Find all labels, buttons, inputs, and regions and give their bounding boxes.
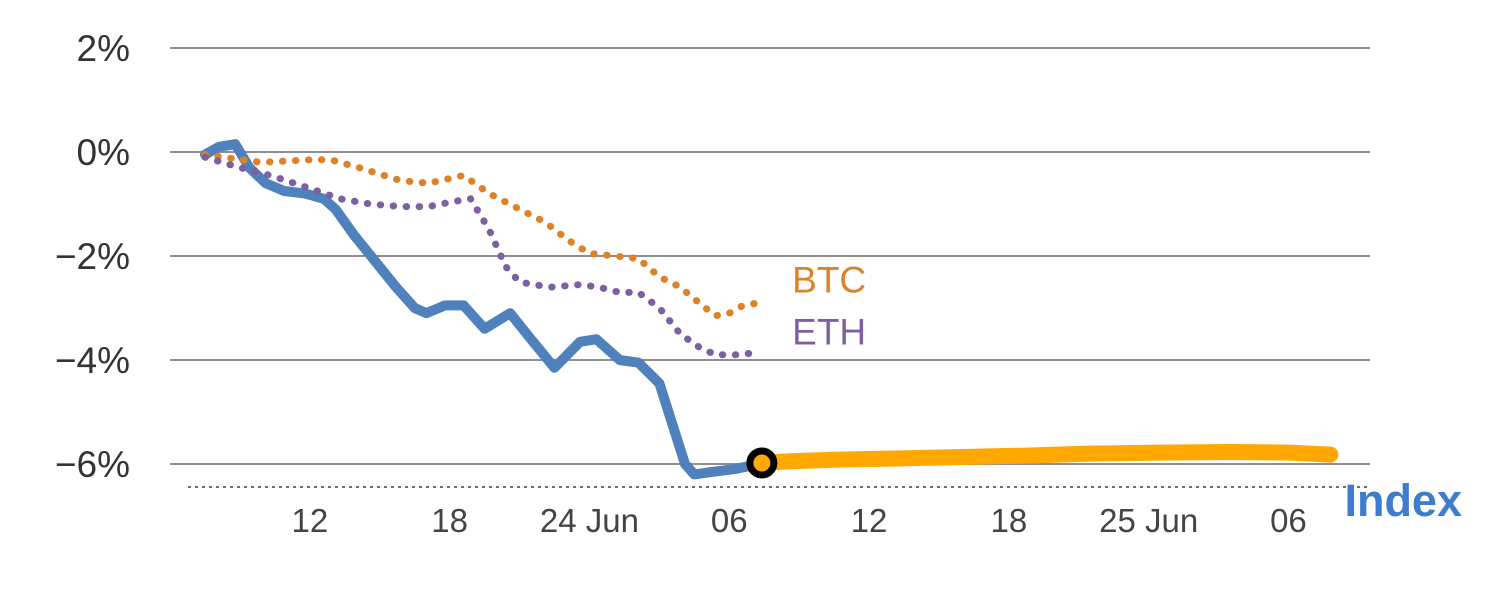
- y-tick-label: 2%: [77, 28, 130, 69]
- x-axis-title: Index: [1344, 475, 1462, 526]
- series-index: [200, 139, 765, 480]
- y-tick-label: −2%: [55, 236, 130, 277]
- eth-series-label: ETH: [792, 311, 866, 352]
- x-tick-label: 25 Jun: [1099, 502, 1198, 539]
- y-tick-label: −4%: [55, 340, 130, 381]
- x-tick-label: 12: [291, 502, 328, 539]
- x-tick-label: 18: [431, 502, 468, 539]
- x-tick-label: 06: [711, 502, 748, 539]
- x-tick-label: 18: [990, 502, 1027, 539]
- btc-series-label: BTC: [792, 259, 866, 300]
- x-tick-label: 24 Jun: [540, 502, 639, 539]
- series-btc: [201, 151, 763, 320]
- y-tick-label: 0%: [77, 132, 130, 173]
- series-index-forecast: [753, 444, 1339, 471]
- x-tick-label: 12: [851, 502, 888, 539]
- x-tick-label: 06: [1270, 502, 1307, 539]
- forecast-start-marker: [746, 447, 778, 479]
- y-tick-label: −6%: [55, 444, 130, 485]
